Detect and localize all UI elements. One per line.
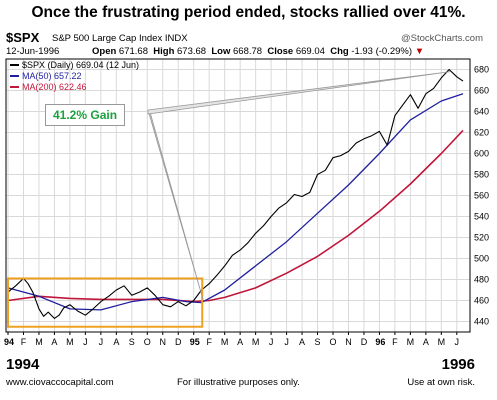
- x-tick-label: M: [438, 337, 446, 347]
- x-tick-label: M: [35, 337, 43, 347]
- quote-date: 12-Jun-1996: [6, 46, 60, 57]
- x-tick-label: J: [99, 337, 104, 347]
- x-tick-label: F: [21, 337, 27, 347]
- gain-annotation: 41.2% Gain: [45, 104, 126, 126]
- x-tick-label: O: [329, 337, 336, 347]
- chart-legend: $SPX (Daily) 669.04 (12 Jun)MA(50) 657.2…: [10, 60, 139, 92]
- y-tick-label: 660: [474, 86, 489, 96]
- x-axis-ticks: 94 F M A M J J A S O N D 95 F M A M J J A S O N D 96 F M A M J: [4, 332, 459, 347]
- stockcharts-watermark: @StockCharts.com: [401, 33, 483, 44]
- y-tick-label: 600: [474, 149, 489, 159]
- y-tick-label: 440: [474, 317, 489, 327]
- legend-spx-label: $SPX (Daily) 669.04 (12 Jun): [22, 60, 139, 70]
- y-tick-label: 500: [474, 254, 489, 264]
- ma50-line: [7, 93, 464, 311]
- x-tick-label: A: [237, 337, 243, 347]
- chg-label: Chg: [330, 46, 349, 57]
- legend-ma200-label: MA(200) 622.46: [22, 82, 87, 92]
- x-tick-label: J: [269, 337, 274, 347]
- spx-price-line: [7, 68, 464, 319]
- grid-lines: [6, 59, 470, 332]
- y-tick-label: 620: [474, 128, 489, 138]
- gain-callout-lines: [147, 71, 451, 300]
- y-axis-ticks: 440 460 480 500 520 540 560 580 600 620 640 660 680: [474, 65, 489, 327]
- y-tick-label: 520: [474, 233, 489, 243]
- x-tick-label: M: [407, 337, 415, 347]
- chg-value: -1.93 (-0.29%): [351, 46, 413, 57]
- y-tick-label: 480: [474, 275, 489, 285]
- x-tick-label: S: [315, 337, 321, 347]
- down-arrow-icon: ▼: [414, 46, 425, 57]
- x-tick-label: M: [252, 337, 260, 347]
- open-value: 671.68: [118, 46, 148, 57]
- y-tick-label: 460: [474, 296, 489, 306]
- y-tick-label: 680: [474, 65, 489, 75]
- x-tick-label: A: [299, 337, 305, 347]
- close-value: 669.04: [295, 46, 325, 57]
- x-tick-label: J: [83, 337, 88, 347]
- start-year-label: 1994: [6, 356, 40, 373]
- high-value: 673.68: [177, 46, 207, 57]
- end-year-label: 1996: [441, 356, 475, 373]
- x-tick-label: D: [361, 337, 368, 347]
- low-label: Low: [211, 46, 231, 57]
- x-tick-label: 96: [375, 337, 385, 347]
- y-tick-label: 560: [474, 191, 489, 201]
- ma200-line: [7, 129, 464, 303]
- x-tick-label: J: [284, 337, 289, 347]
- high-label: High: [153, 46, 175, 57]
- consolidation-highlight-box: [7, 277, 204, 328]
- x-tick-label: N: [345, 337, 352, 347]
- disclaimer-text: For illustrative purposes only.: [177, 377, 300, 388]
- low-value: 668.78: [233, 46, 263, 57]
- x-tick-label: M: [221, 337, 229, 347]
- open-label: Open: [92, 46, 117, 57]
- y-tick-label: 540: [474, 212, 489, 222]
- y-tick-label: 640: [474, 107, 489, 117]
- x-tick-label: S: [129, 337, 135, 347]
- x-tick-label: N: [160, 337, 167, 347]
- ticker-description: S&P 500 Large Cap Index INDX: [52, 33, 188, 44]
- plot-frame: [5, 58, 471, 333]
- close-label: Close: [267, 46, 294, 57]
- callout-line-end: [147, 71, 451, 115]
- ohlc-readout: Open 671.68 High 673.68 Low 668.78 Close…: [92, 46, 424, 57]
- x-tick-label: A: [113, 337, 119, 347]
- x-tick-label: D: [175, 337, 182, 347]
- chart-headline: Once the frustrating period ended, stock…: [31, 4, 466, 21]
- ticker-symbol: $SPX: [6, 30, 40, 45]
- x-tick-label: A: [51, 337, 57, 347]
- risk-notice: Use at own risk.: [407, 377, 475, 388]
- x-tick-label: 94: [4, 337, 14, 347]
- x-tick-label: F: [392, 337, 398, 347]
- series-lines: [7, 68, 464, 319]
- legend-ma50-label: MA(50) 657.22: [22, 71, 82, 81]
- x-tick-label: 95: [190, 337, 200, 347]
- x-tick-label: J: [455, 337, 460, 347]
- x-tick-label: A: [423, 337, 429, 347]
- website-credit: www.ciovaccocapital.com: [6, 377, 114, 388]
- x-tick-label: F: [206, 337, 212, 347]
- x-tick-label: M: [66, 337, 74, 347]
- callout-line-start: [147, 109, 204, 300]
- y-tick-label: 580: [474, 170, 489, 180]
- x-tick-label: O: [144, 337, 151, 347]
